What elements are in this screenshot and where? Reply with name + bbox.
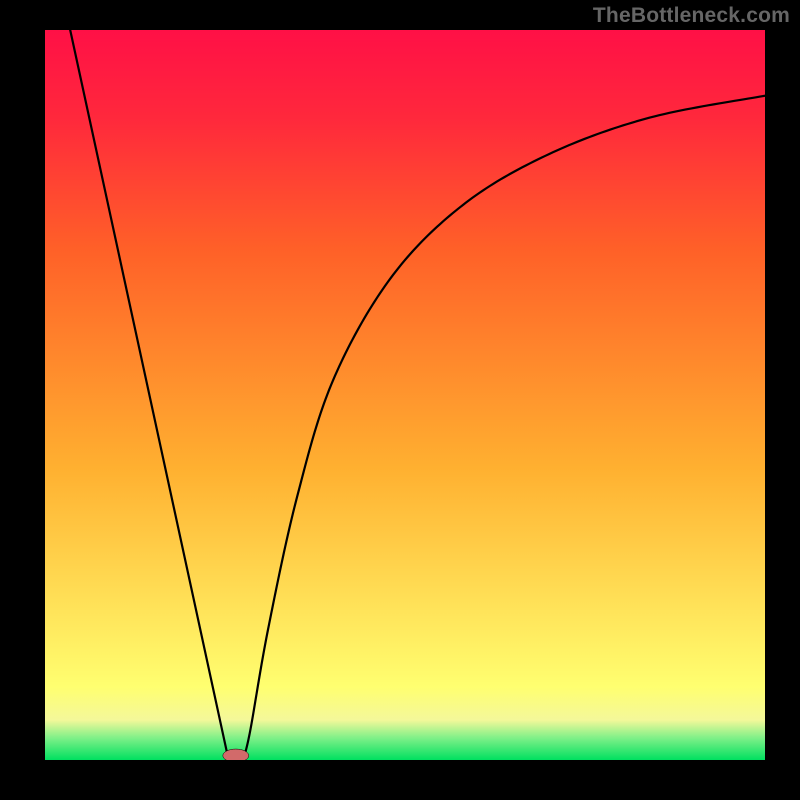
optimal-point-marker [223, 749, 249, 762]
gradient-background [45, 30, 765, 760]
watermark-text: TheBottleneck.com [593, 4, 790, 28]
plot-area [45, 30, 765, 762]
bottleneck-chart [0, 0, 800, 800]
